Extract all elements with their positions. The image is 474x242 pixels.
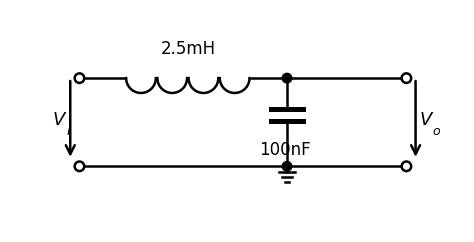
Circle shape [282, 73, 292, 83]
Circle shape [401, 73, 411, 83]
Text: 100nF: 100nF [259, 141, 311, 159]
Circle shape [75, 73, 84, 83]
Text: 2.5mH: 2.5mH [160, 40, 215, 58]
Circle shape [75, 161, 84, 171]
Text: V: V [420, 111, 432, 129]
Circle shape [282, 161, 292, 171]
Text: i: i [67, 125, 70, 138]
Text: V: V [52, 111, 65, 129]
Circle shape [401, 161, 411, 171]
Text: o: o [432, 125, 439, 138]
